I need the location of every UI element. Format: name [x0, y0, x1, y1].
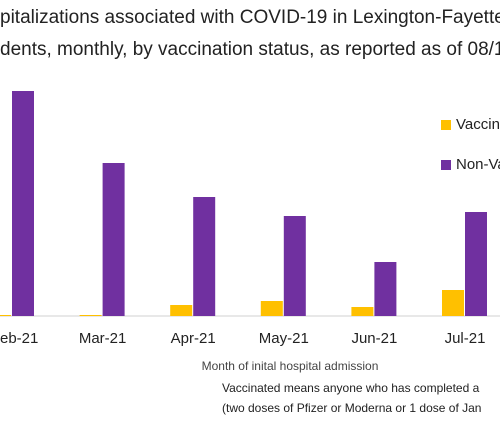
bar [374, 262, 397, 316]
bar [442, 290, 464, 316]
x-tick-label: Jun-21 [351, 330, 397, 347]
bar [193, 197, 216, 316]
chart-title: dents, monthly, by vaccination status, a… [0, 39, 500, 60]
legend-label: Vaccin [456, 116, 500, 133]
bar [170, 305, 193, 316]
x-tick-label: Mar-21 [79, 330, 127, 347]
x-tick-label: May-21 [259, 330, 309, 347]
bar [12, 91, 34, 316]
note: Vaccinated means anyone who has complete… [222, 381, 480, 395]
chart-title: pitalizations associated with COVID-19 i… [0, 7, 500, 28]
x-tick-label: Jul-21 [445, 330, 486, 347]
bar [260, 301, 283, 316]
bar [465, 212, 487, 316]
note: (two doses of Pfizer or Moderna or 1 dos… [222, 401, 481, 415]
x-tick-label: Apr-21 [171, 330, 216, 347]
bar [79, 315, 102, 316]
x-tick-label: eb-21 [0, 330, 38, 347]
legend-swatch [441, 120, 451, 130]
bar [0, 315, 11, 316]
x-axis-title: Month of inital hospital admission [202, 359, 379, 373]
legend-swatch [441, 160, 451, 170]
bar [283, 216, 306, 316]
legend-label: Non-Va [456, 156, 500, 173]
bar [102, 163, 125, 316]
bar [351, 307, 374, 316]
